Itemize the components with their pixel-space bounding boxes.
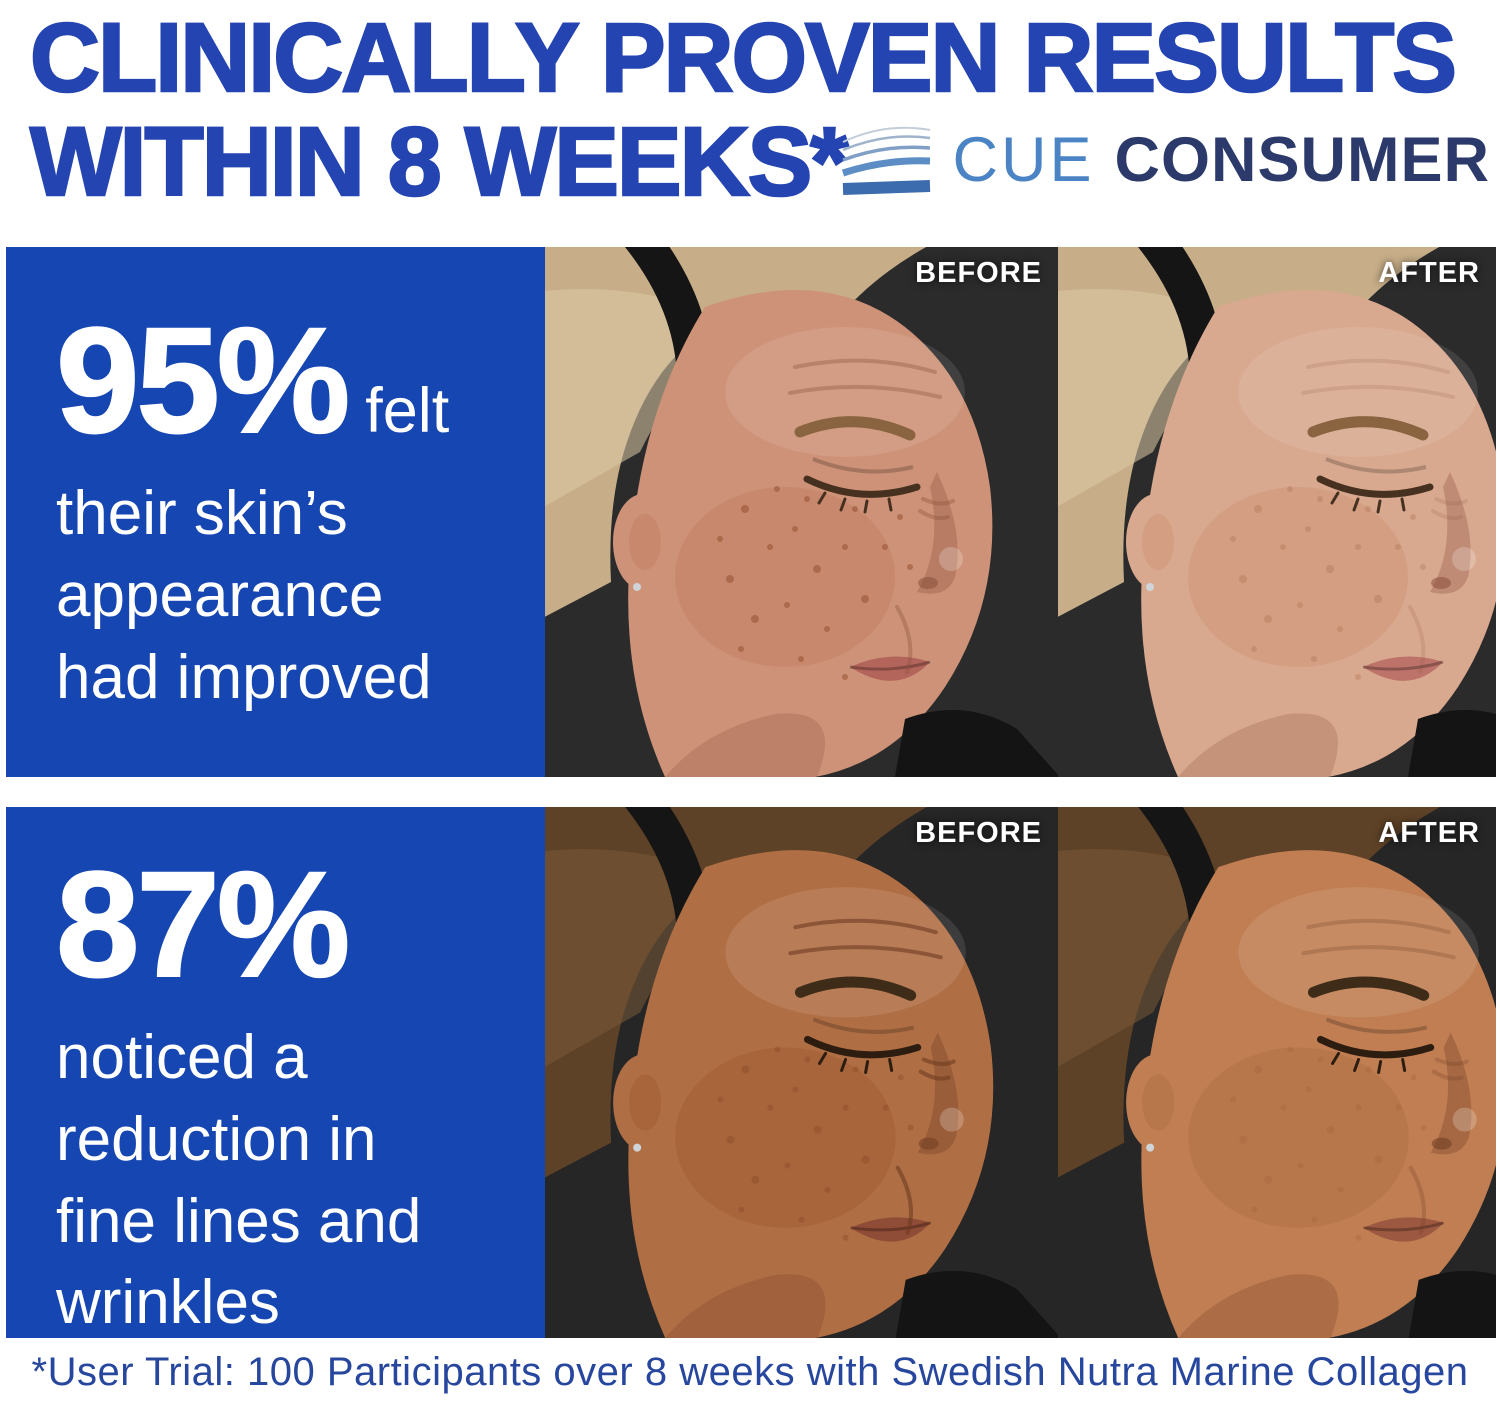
stat-box-95: 95% felt their skin’s appearance had imp… bbox=[6, 247, 545, 777]
before-photo-row-1: BEFORE bbox=[545, 247, 1058, 777]
result-row-2: 87% noticed a reduction in fine lines an… bbox=[0, 807, 1500, 1338]
stat-percentage: 87% bbox=[55, 840, 351, 1008]
trial-footnote: *User Trial: 100 Participants over 8 wee… bbox=[31, 1349, 1469, 1394]
header: CLINICALLY PROVEN RESULTS WITHIN 8 WEEKS… bbox=[0, 0, 1500, 247]
cue-consumer-logo: CUE CONSUMER bbox=[840, 120, 1490, 200]
stat-line: had improved bbox=[56, 642, 432, 712]
portrait-photo bbox=[1058, 247, 1496, 777]
stat-headline: 95% felt bbox=[55, 296, 525, 464]
stat-line: appearance bbox=[56, 560, 384, 630]
after-label: AFTER bbox=[1378, 257, 1480, 289]
stat-percentage: 95% bbox=[55, 296, 351, 464]
before-photo-row-2: BEFORE bbox=[545, 807, 1058, 1338]
stat-description: their skin’s appearance had improved bbox=[56, 473, 525, 718]
before-label: BEFORE bbox=[915, 817, 1042, 849]
portrait-photo bbox=[545, 807, 1058, 1338]
stat-box-87: 87% noticed a reduction in fine lines an… bbox=[6, 807, 545, 1338]
after-photo-row-2: AFTER bbox=[1058, 807, 1496, 1338]
logo-text-consumer: CONSUMER bbox=[1114, 125, 1490, 195]
headline-line-1: CLINICALLY PROVEN RESULTS bbox=[29, 3, 1458, 112]
after-photo-row-1: AFTER bbox=[1058, 247, 1496, 777]
stat-line: reduction in bbox=[56, 1104, 377, 1174]
footer: *User Trial: 100 Participants over 8 wee… bbox=[0, 1338, 1500, 1406]
stat-line: fine lines and bbox=[56, 1186, 422, 1256]
stat-description: noticed a reduction in fine lines and wr… bbox=[56, 1017, 525, 1344]
portrait-photo bbox=[545, 247, 1058, 777]
logo-text-cue: CUE bbox=[952, 125, 1095, 195]
headline-line-2: WITHIN 8 WEEKS* bbox=[29, 106, 850, 216]
result-row-1: 95% felt their skin’s appearance had imp… bbox=[0, 247, 1500, 777]
stat-line: noticed a bbox=[56, 1023, 308, 1092]
stat-suffix: felt bbox=[365, 376, 450, 446]
stat-headline: 87% bbox=[55, 840, 525, 1008]
stat-line: their skin’s bbox=[56, 479, 348, 548]
portrait-photo bbox=[1058, 807, 1496, 1338]
before-label: BEFORE bbox=[915, 257, 1042, 289]
after-label: AFTER bbox=[1378, 817, 1480, 849]
cue-waves-icon bbox=[840, 120, 936, 200]
page-title: CLINICALLY PROVEN RESULTS WITHIN 8 WEEKS… bbox=[0, 0, 1500, 214]
stat-line: wrinkles bbox=[56, 1268, 280, 1338]
